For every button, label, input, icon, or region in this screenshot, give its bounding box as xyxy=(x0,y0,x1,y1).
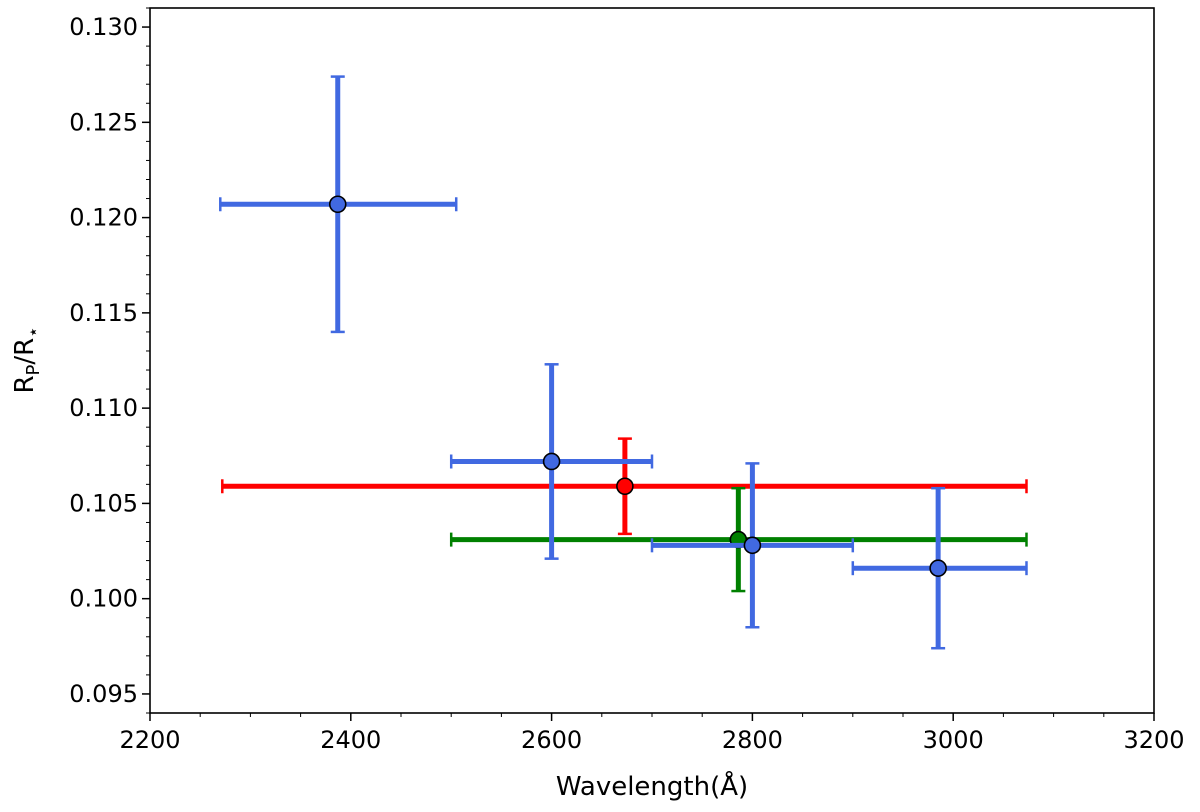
series-0 xyxy=(221,437,1028,536)
y-tick-label-7: 0.130 xyxy=(69,13,138,41)
y-axis-label-mid: /R xyxy=(10,338,40,365)
data-point-s0-p0 xyxy=(616,477,634,496)
plot-frame xyxy=(149,7,1155,714)
x-tick-label-4: 3000 xyxy=(923,726,984,754)
x-axis-label: Wavelength(Å) xyxy=(556,770,748,802)
y-tick-label-5: 0.120 xyxy=(69,204,138,232)
x-tick-label-2: 2600 xyxy=(521,726,582,754)
y-axis-label-main: R xyxy=(10,375,40,393)
x-tick-label-1: 2400 xyxy=(320,726,381,754)
data-point-s2-p1 xyxy=(542,452,561,471)
y-axis-label-sub1: P xyxy=(23,364,44,375)
marks xyxy=(219,75,1028,650)
y-axis-label: RP/R⋆ xyxy=(10,326,44,393)
y-tick-label-0: 0.095 xyxy=(69,680,138,708)
y-tick-label-3: 0.110 xyxy=(69,394,138,422)
data-point-s2-p3 xyxy=(929,559,947,577)
data-point-s2-p2 xyxy=(743,536,762,555)
data-point-s2-p0 xyxy=(328,195,347,214)
ticks: 2200 2400 2600 2800 3000 3200 0.095 0.100 0.105 0… xyxy=(69,7,1185,754)
y-tick-label-1: 0.100 xyxy=(69,585,138,613)
x-tick-label-5: 3200 xyxy=(1123,726,1184,754)
y-tick-label-4: 0.115 xyxy=(69,299,138,327)
y-tick-label-2: 0.105 xyxy=(69,489,138,517)
series-2 xyxy=(219,75,1028,650)
y-axis-label-sub2: ⋆ xyxy=(23,326,44,337)
x-tick-label-3: 2800 xyxy=(722,726,783,754)
y-tick-label-6: 0.125 xyxy=(69,108,138,136)
x-tick-label-0: 2200 xyxy=(119,726,180,754)
